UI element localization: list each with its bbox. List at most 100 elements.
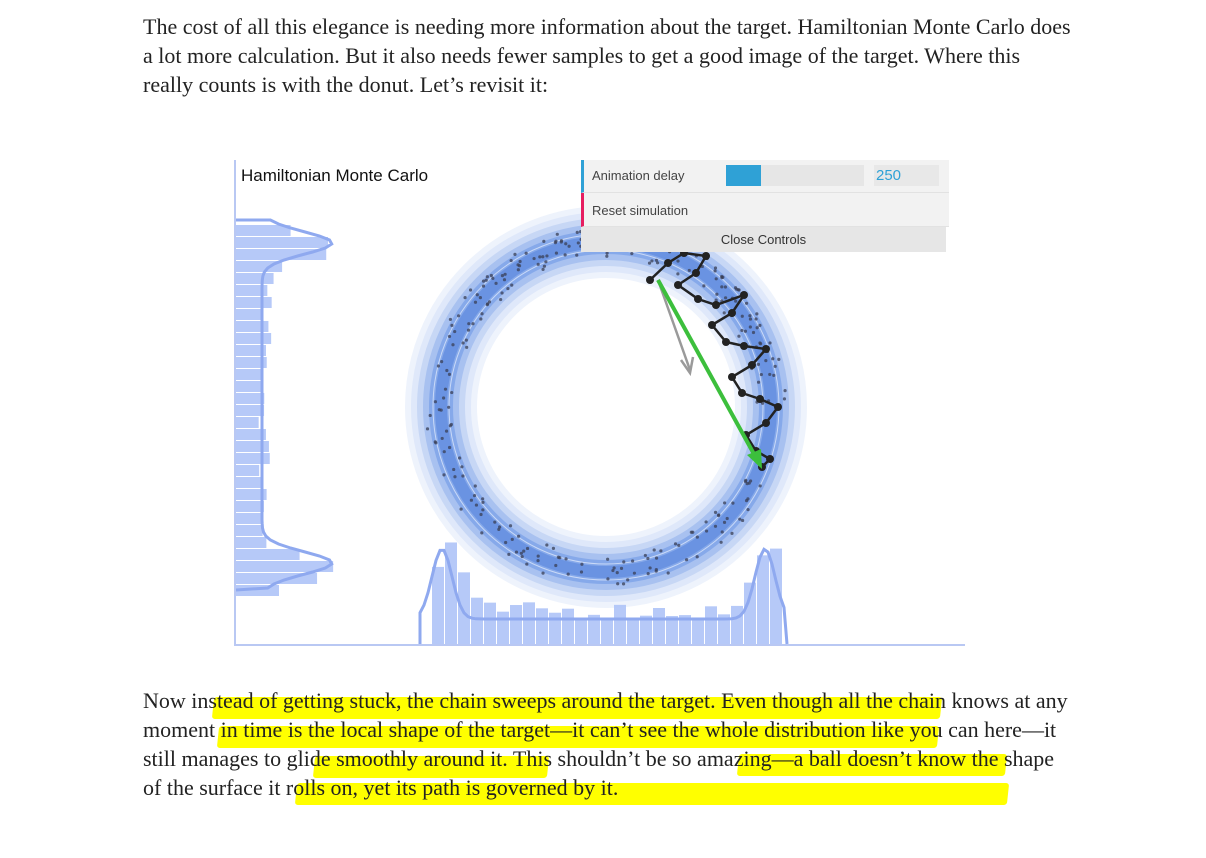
sample-point (673, 542, 678, 546)
histogram-bar (705, 606, 717, 644)
histogram-bar (458, 572, 470, 644)
sample-point (541, 571, 545, 575)
animation-delay-slider[interactable] (726, 165, 864, 186)
animation-delay-control[interactable]: Animation delay 250 (581, 160, 949, 193)
sample-point (494, 281, 498, 285)
sample-point (443, 387, 448, 391)
histogram-bar (236, 225, 291, 236)
sample-point (516, 268, 520, 272)
chain-point (728, 373, 736, 381)
sample-point (725, 516, 729, 521)
sample-point (555, 232, 559, 236)
sample-point (428, 413, 432, 418)
sample-point (510, 537, 514, 541)
chain-point (774, 403, 782, 411)
histogram-bar (236, 309, 263, 320)
sample-point (503, 272, 507, 276)
chain-point (722, 338, 730, 346)
chain-point (756, 395, 764, 403)
sample-point (630, 559, 635, 563)
chain-point (766, 455, 774, 463)
sample-point (564, 242, 568, 246)
histogram-bar (236, 573, 318, 584)
histogram-bar (236, 465, 260, 476)
sample-point (442, 473, 446, 477)
sample-point (542, 239, 546, 243)
sample-point (772, 373, 776, 377)
histogram-bar (236, 357, 267, 368)
sample-point (659, 549, 663, 553)
sample-point (554, 239, 558, 243)
sample-point (746, 507, 750, 512)
sample-point (457, 314, 461, 318)
sample-point (554, 563, 558, 568)
sample-point (447, 334, 452, 339)
sample-point (541, 267, 545, 271)
sample-point (704, 529, 709, 533)
close-controls-button[interactable]: Close Controls (581, 227, 946, 252)
sample-point (541, 255, 545, 259)
sample-point (479, 512, 483, 517)
sample-point (461, 474, 465, 478)
momentum-arrow (656, 279, 762, 466)
sample-point (626, 578, 630, 582)
sample-point (748, 317, 753, 321)
histogram-bar (236, 321, 269, 332)
sample-point (580, 562, 584, 566)
chain-point (728, 309, 736, 317)
sample-point (518, 259, 522, 264)
chain-point (674, 281, 682, 289)
sample-point (447, 405, 451, 409)
sample-point (459, 507, 463, 511)
histogram-bar (236, 537, 267, 548)
histogram-bar (497, 611, 509, 644)
sample-point (759, 372, 763, 377)
sample-point (481, 497, 485, 501)
chain-point (692, 269, 700, 277)
sample-point (605, 251, 609, 255)
animation-delay-input[interactable]: 250 (874, 165, 939, 186)
histogram-bar (601, 619, 613, 644)
sample-point (445, 368, 449, 373)
sample-point (782, 397, 787, 401)
histogram-bar (692, 617, 704, 644)
sample-point (630, 251, 634, 256)
histogram-bar (549, 612, 561, 644)
sample-point (666, 571, 670, 575)
sample-point (606, 557, 610, 561)
sample-point (758, 323, 762, 327)
sample-point (502, 278, 507, 282)
sample-point (520, 554, 524, 559)
sample-point (655, 261, 660, 265)
sample-point (478, 296, 482, 300)
sample-point (516, 263, 520, 267)
sample-point (525, 562, 529, 566)
sample-point (479, 317, 483, 321)
bottom-marginal-density (418, 547, 789, 645)
sample-point (514, 550, 519, 554)
sample-point (648, 566, 652, 570)
histogram-bar (236, 585, 280, 596)
sample-point (563, 253, 567, 257)
sample-point (756, 362, 761, 366)
sample-point (453, 329, 457, 334)
sample-point (510, 283, 514, 287)
sample-point (544, 260, 548, 264)
sample-point (650, 259, 654, 263)
sample-point (743, 329, 748, 333)
gradient-arrow (656, 279, 692, 371)
sample-point (440, 436, 444, 441)
sample-point (579, 570, 584, 574)
sample-point (473, 300, 478, 304)
sample-point (713, 266, 718, 270)
reset-simulation-button[interactable]: Reset simulation (581, 193, 949, 227)
histogram-bar (236, 261, 283, 272)
sample-point (643, 553, 647, 558)
chain-point (748, 361, 756, 369)
histogram-bar (432, 566, 444, 644)
histogram-bar (679, 615, 691, 644)
histogram-bar (575, 619, 587, 644)
sample-point (606, 577, 610, 581)
sample-point (463, 296, 467, 300)
sample-point (754, 317, 758, 321)
